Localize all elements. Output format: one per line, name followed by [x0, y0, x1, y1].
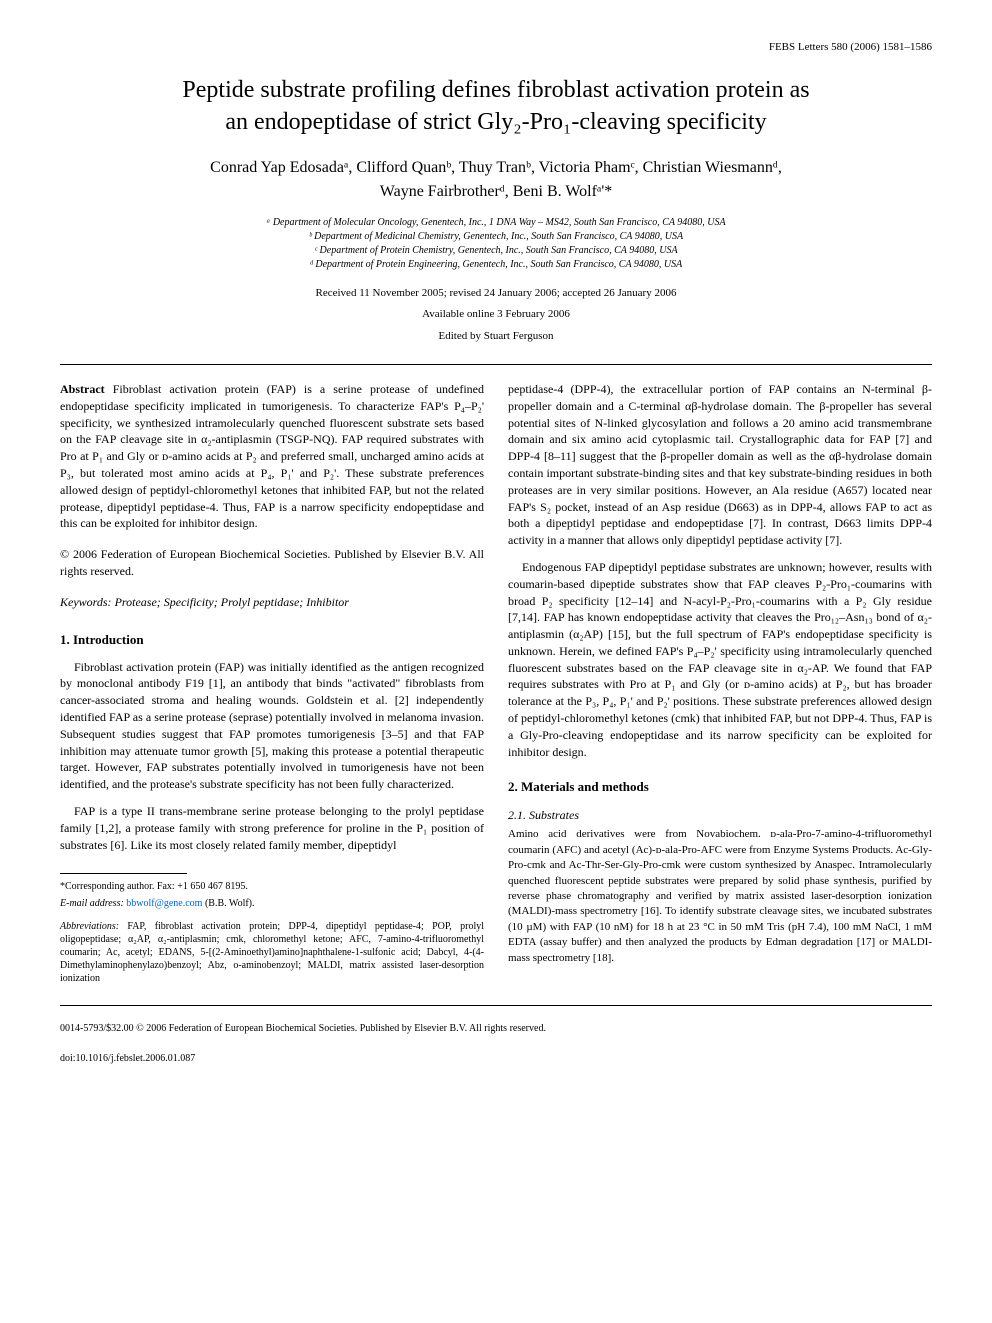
affiliations-block: ᵃ Department of Molecular Oncology, Gene…	[60, 216, 932, 272]
date-online: Available online 3 February 2006	[60, 307, 932, 322]
intro-paragraph-1: Fibroblast activation protein (FAP) was …	[60, 659, 484, 793]
footer-doi: doi:10.1016/j.febslet.2006.01.087	[60, 1052, 932, 1066]
bottom-divider	[60, 1005, 932, 1006]
affiliation-a: ᵃ Department of Molecular Oncology, Gene…	[60, 216, 932, 230]
footnote-divider	[60, 873, 187, 874]
abbreviations: Abbreviations: FAP, fibroblast activatio…	[60, 920, 484, 985]
section-2-1-heading: 2.1. Substrates	[508, 807, 932, 824]
right-column: peptidase-4 (DPP-4), the extracellular p…	[508, 381, 932, 990]
abstract-label: Abstract	[60, 382, 105, 396]
journal-header: FEBS Letters 580 (2006) 1581–1586	[60, 40, 932, 55]
corresponding-author: *Corresponding author. Fax: +1 650 467 8…	[60, 880, 484, 893]
email-label: E-mail address:	[60, 898, 124, 909]
date-received: Received 11 November 2005; revised 24 Ja…	[60, 286, 932, 301]
authors-line-1: Conrad Yap Edosadaᵃ, Clifford Quanᵇ, Thu…	[210, 159, 782, 176]
article-title: Peptide substrate profiling defines fibr…	[60, 75, 932, 137]
col2-paragraph-1: peptidase-4 (DPP-4), the extracellular p…	[508, 381, 932, 549]
abbrev-label: Abbreviations:	[60, 921, 119, 932]
left-column: Abstract Fibroblast activation protein (…	[60, 381, 484, 990]
copyright-line: © 2006 Federation of European Biochemica…	[60, 546, 484, 580]
affiliation-d: ᵈ Department of Protein Engineering, Gen…	[60, 258, 932, 272]
intro-paragraph-2: FAP is a type II trans-membrane serine p…	[60, 803, 484, 853]
footer-issn: 0014-5793/$32.00 © 2006 Federation of Eu…	[60, 1022, 932, 1036]
title-line-1: Peptide substrate profiling defines fibr…	[182, 77, 809, 103]
keywords-text: Protease; Specificity; Prolyl peptidase;…	[115, 595, 349, 609]
abstract-text: Fibroblast activation protein (FAP) is a…	[60, 382, 484, 530]
abbrev-text: FAP, fibroblast activation protein; DPP-…	[60, 921, 484, 984]
email-line: E-mail address: bbwolf@gene.com (B.B. Wo…	[60, 897, 484, 910]
authors-line-2: Wayne Fairbrotherᵈ, Beni B. Wolfᵃ'*	[380, 183, 612, 200]
top-divider	[60, 364, 932, 365]
two-column-layout: Abstract Fibroblast activation protein (…	[60, 381, 932, 990]
editor-line: Edited by Stuart Ferguson	[60, 329, 932, 344]
keywords-block: Keywords: Protease; Specificity; Prolyl …	[60, 594, 484, 611]
email-name: (B.B. Wolf).	[205, 898, 255, 909]
title-line-2: an endopeptidase of strict Gly₂-Pro₁-cle…	[225, 109, 766, 135]
authors-block: Conrad Yap Edosadaᵃ, Clifford Quanᵇ, Thu…	[60, 156, 932, 204]
abstract-block: Abstract Fibroblast activation protein (…	[60, 381, 484, 532]
section-2-heading: 2. Materials and methods	[508, 778, 932, 796]
col2-paragraph-2: Endogenous FAP dipeptidyl peptidase subs…	[508, 559, 932, 761]
keywords-label: Keywords:	[60, 595, 112, 609]
affiliation-b: ᵇ Department of Medicinal Chemistry, Gen…	[60, 230, 932, 244]
substrates-paragraph: Amino acid derivatives were from Novabio…	[508, 827, 932, 966]
email-link[interactable]: bbwolf@gene.com	[126, 898, 202, 909]
affiliation-c: ᶜ Department of Protein Chemistry, Genen…	[60, 244, 932, 258]
section-1-heading: 1. Introduction	[60, 631, 484, 649]
